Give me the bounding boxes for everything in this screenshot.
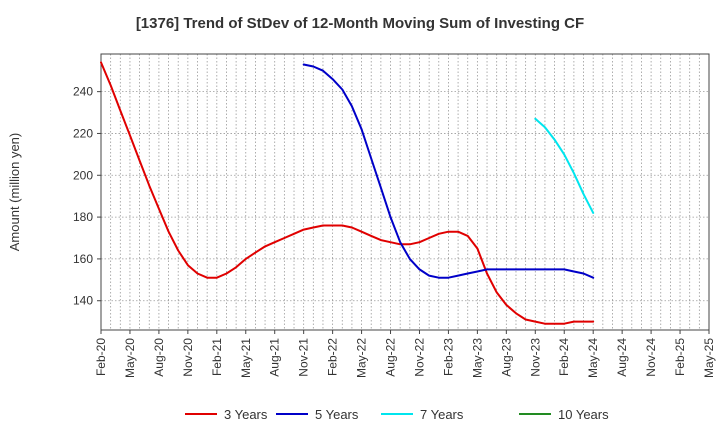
series-line-3-years <box>100 61 595 325</box>
x-tick-label: Aug-23 <box>499 338 513 377</box>
legend-item-5-years: 5 Years <box>276 407 359 422</box>
legend-label: 3 Years <box>224 407 268 422</box>
legend-label: 7 Years <box>420 407 464 422</box>
y-tick-label: 140 <box>73 294 93 308</box>
x-tick-label: May-22 <box>355 338 369 378</box>
legend-label: 10 Years <box>558 407 609 422</box>
x-tick-label: May-25 <box>702 338 716 378</box>
x-tick-label: Feb-25 <box>673 338 687 376</box>
chart-title: [1376] Trend of StDev of 12-Month Moving… <box>136 15 584 32</box>
plot-frame <box>100 53 710 331</box>
legend-item-10-years: 10 Years <box>519 407 609 422</box>
x-tick-label: Nov-20 <box>181 338 195 377</box>
legend-label: 5 Years <box>315 407 359 422</box>
x-tick-label: May-23 <box>470 338 484 378</box>
y-tick-label: 240 <box>73 85 93 99</box>
x-tick-label: Aug-22 <box>384 338 398 377</box>
x-tick-label: Aug-20 <box>152 338 166 377</box>
x-axis: Feb-20 May-20 Aug-20 Nov-20 Feb-21 May-21 Aug-… <box>94 330 716 378</box>
y-axis: 140 160 180 200 220 240 <box>73 85 101 308</box>
series-lines <box>100 61 595 325</box>
y-tick-label: 160 <box>73 252 93 266</box>
y-axis-label: Amount (million yen) <box>7 133 22 252</box>
series-line-5-years <box>302 63 595 279</box>
x-tick-label: Aug-24 <box>615 338 629 377</box>
x-tick-label: May-24 <box>586 338 600 378</box>
y-tick-label: 220 <box>73 126 93 140</box>
x-tick-label: Feb-24 <box>557 338 571 376</box>
legend-item-7-years: 7 Years <box>381 407 464 422</box>
x-tick-label: Nov-21 <box>297 338 311 377</box>
series-line-7-years <box>534 117 595 214</box>
x-tick-label: Nov-23 <box>528 338 542 377</box>
y-tick-label: 180 <box>73 210 93 224</box>
x-tick-label: Aug-21 <box>268 338 282 377</box>
x-tick-label: Nov-22 <box>412 338 426 377</box>
x-tick-label: Feb-21 <box>210 338 224 376</box>
x-tick-label: May-20 <box>123 338 137 378</box>
y-tick-label: 200 <box>73 168 93 182</box>
grid <box>100 54 710 330</box>
x-tick-label: Nov-24 <box>644 338 658 377</box>
x-tick-label: Feb-22 <box>326 338 340 376</box>
x-tick-label: Feb-23 <box>441 338 455 376</box>
x-tick-label: May-21 <box>239 338 253 378</box>
x-tick-label: Feb-20 <box>94 338 108 376</box>
legend: 3 Years 5 Years 7 Years 10 Years <box>185 407 609 422</box>
legend-item-3-years: 3 Years <box>185 407 268 422</box>
